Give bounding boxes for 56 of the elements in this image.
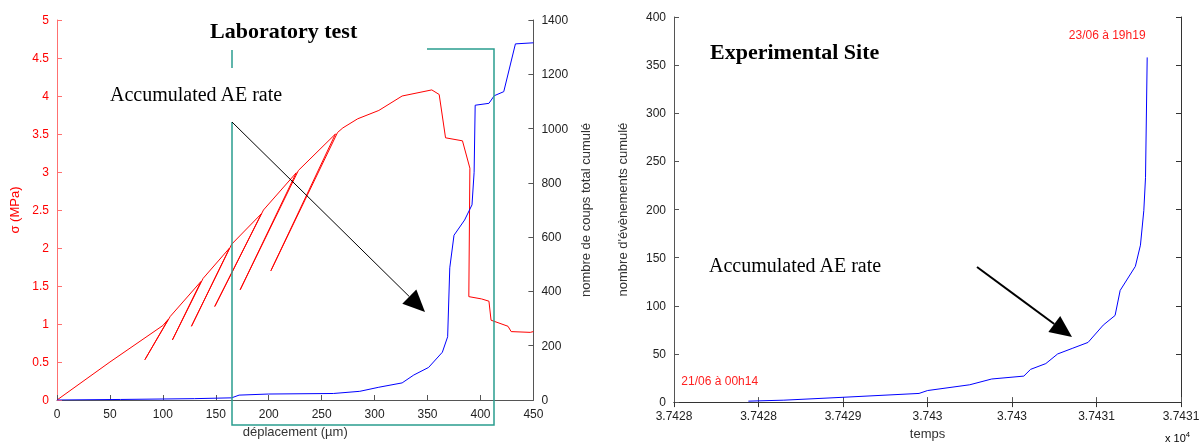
x-axis-title: temps	[909, 426, 946, 441]
y2-axis-title: nombre de coups total cumulé	[578, 122, 593, 298]
x-tick-label: 3.7431	[1162, 409, 1200, 424]
y-axis-title: nombre d'évènements cumulé	[615, 122, 630, 297]
annotation: Accumulated AE rate	[709, 254, 882, 276]
y-tick-label: 4	[42, 89, 50, 103]
y-tick-label: 3	[42, 165, 50, 179]
text: Experimental Site	[710, 38, 880, 64]
x-tick-label: 3.7431	[1078, 409, 1116, 424]
chart-title: Laboratory test	[210, 17, 358, 43]
y-tick-label: 0.5	[32, 355, 50, 369]
annotation: 21/06 à 00h14	[681, 374, 759, 389]
y-tick-label: 50	[652, 346, 667, 361]
y-tick-label: 250	[645, 154, 667, 169]
x-tick-label: 150	[205, 407, 227, 421]
x-tick-label: 3.7428	[740, 409, 778, 424]
y-tick-label: 0	[42, 393, 50, 407]
annotation: 23/06 à 19h19	[1068, 28, 1146, 43]
y2-tick-label: 600	[541, 230, 562, 245]
y-tick-label: 100	[645, 298, 667, 313]
y-tick-label: 0	[659, 395, 667, 410]
y-axis-title: σ (MPa)	[7, 186, 23, 234]
x-tick-label: 50	[103, 407, 117, 421]
x-tick-label: 0	[53, 407, 61, 421]
x-tick-label: 3.7429	[824, 409, 862, 424]
x-tick-label: 250	[311, 407, 332, 421]
y-tick-label: 2	[42, 241, 50, 255]
x-tick-label: 3.743	[996, 409, 1028, 424]
x-tick-label: 350	[417, 407, 438, 421]
x-axis-title: déplacement (µm)	[242, 423, 348, 439]
y-tick-label: 5	[42, 13, 50, 27]
y-tick-label: 350	[645, 58, 667, 73]
y-tick-label: 150	[645, 250, 667, 265]
y2-tick-label: 1400	[541, 13, 569, 27]
x-tick-label: 3.743	[912, 409, 943, 424]
y-tick-label: 300	[645, 106, 667, 121]
x-tick-label: 400	[470, 407, 491, 421]
x-tick-label: 200	[258, 407, 280, 421]
x-tick-label: 100	[152, 407, 174, 421]
x-tick-label: 450	[523, 407, 544, 421]
y-tick-label: 1.5	[32, 279, 50, 293]
y2-tick-label: 200	[541, 338, 562, 353]
y2-tick-label: 0	[541, 393, 549, 407]
y-tick-label: 4.5	[32, 51, 50, 65]
y2-tick-label: 800	[541, 175, 562, 190]
y-tick-label: 1	[42, 317, 50, 331]
y2-tick-label: 1200	[541, 67, 569, 82]
y2-tick-label: 400	[541, 284, 562, 299]
y2-tick-label: 1000	[541, 121, 569, 136]
y-tick-label: 2.5	[32, 203, 50, 217]
x-tick-label: 3.7428	[655, 409, 693, 424]
annotation: Accumulated AE rate	[110, 83, 283, 105]
x-tick-label: 300	[364, 407, 385, 421]
y-tick-label: 200	[645, 202, 667, 217]
y-tick-label: 3.5	[32, 127, 50, 141]
y-tick-label: 400	[645, 10, 667, 24]
